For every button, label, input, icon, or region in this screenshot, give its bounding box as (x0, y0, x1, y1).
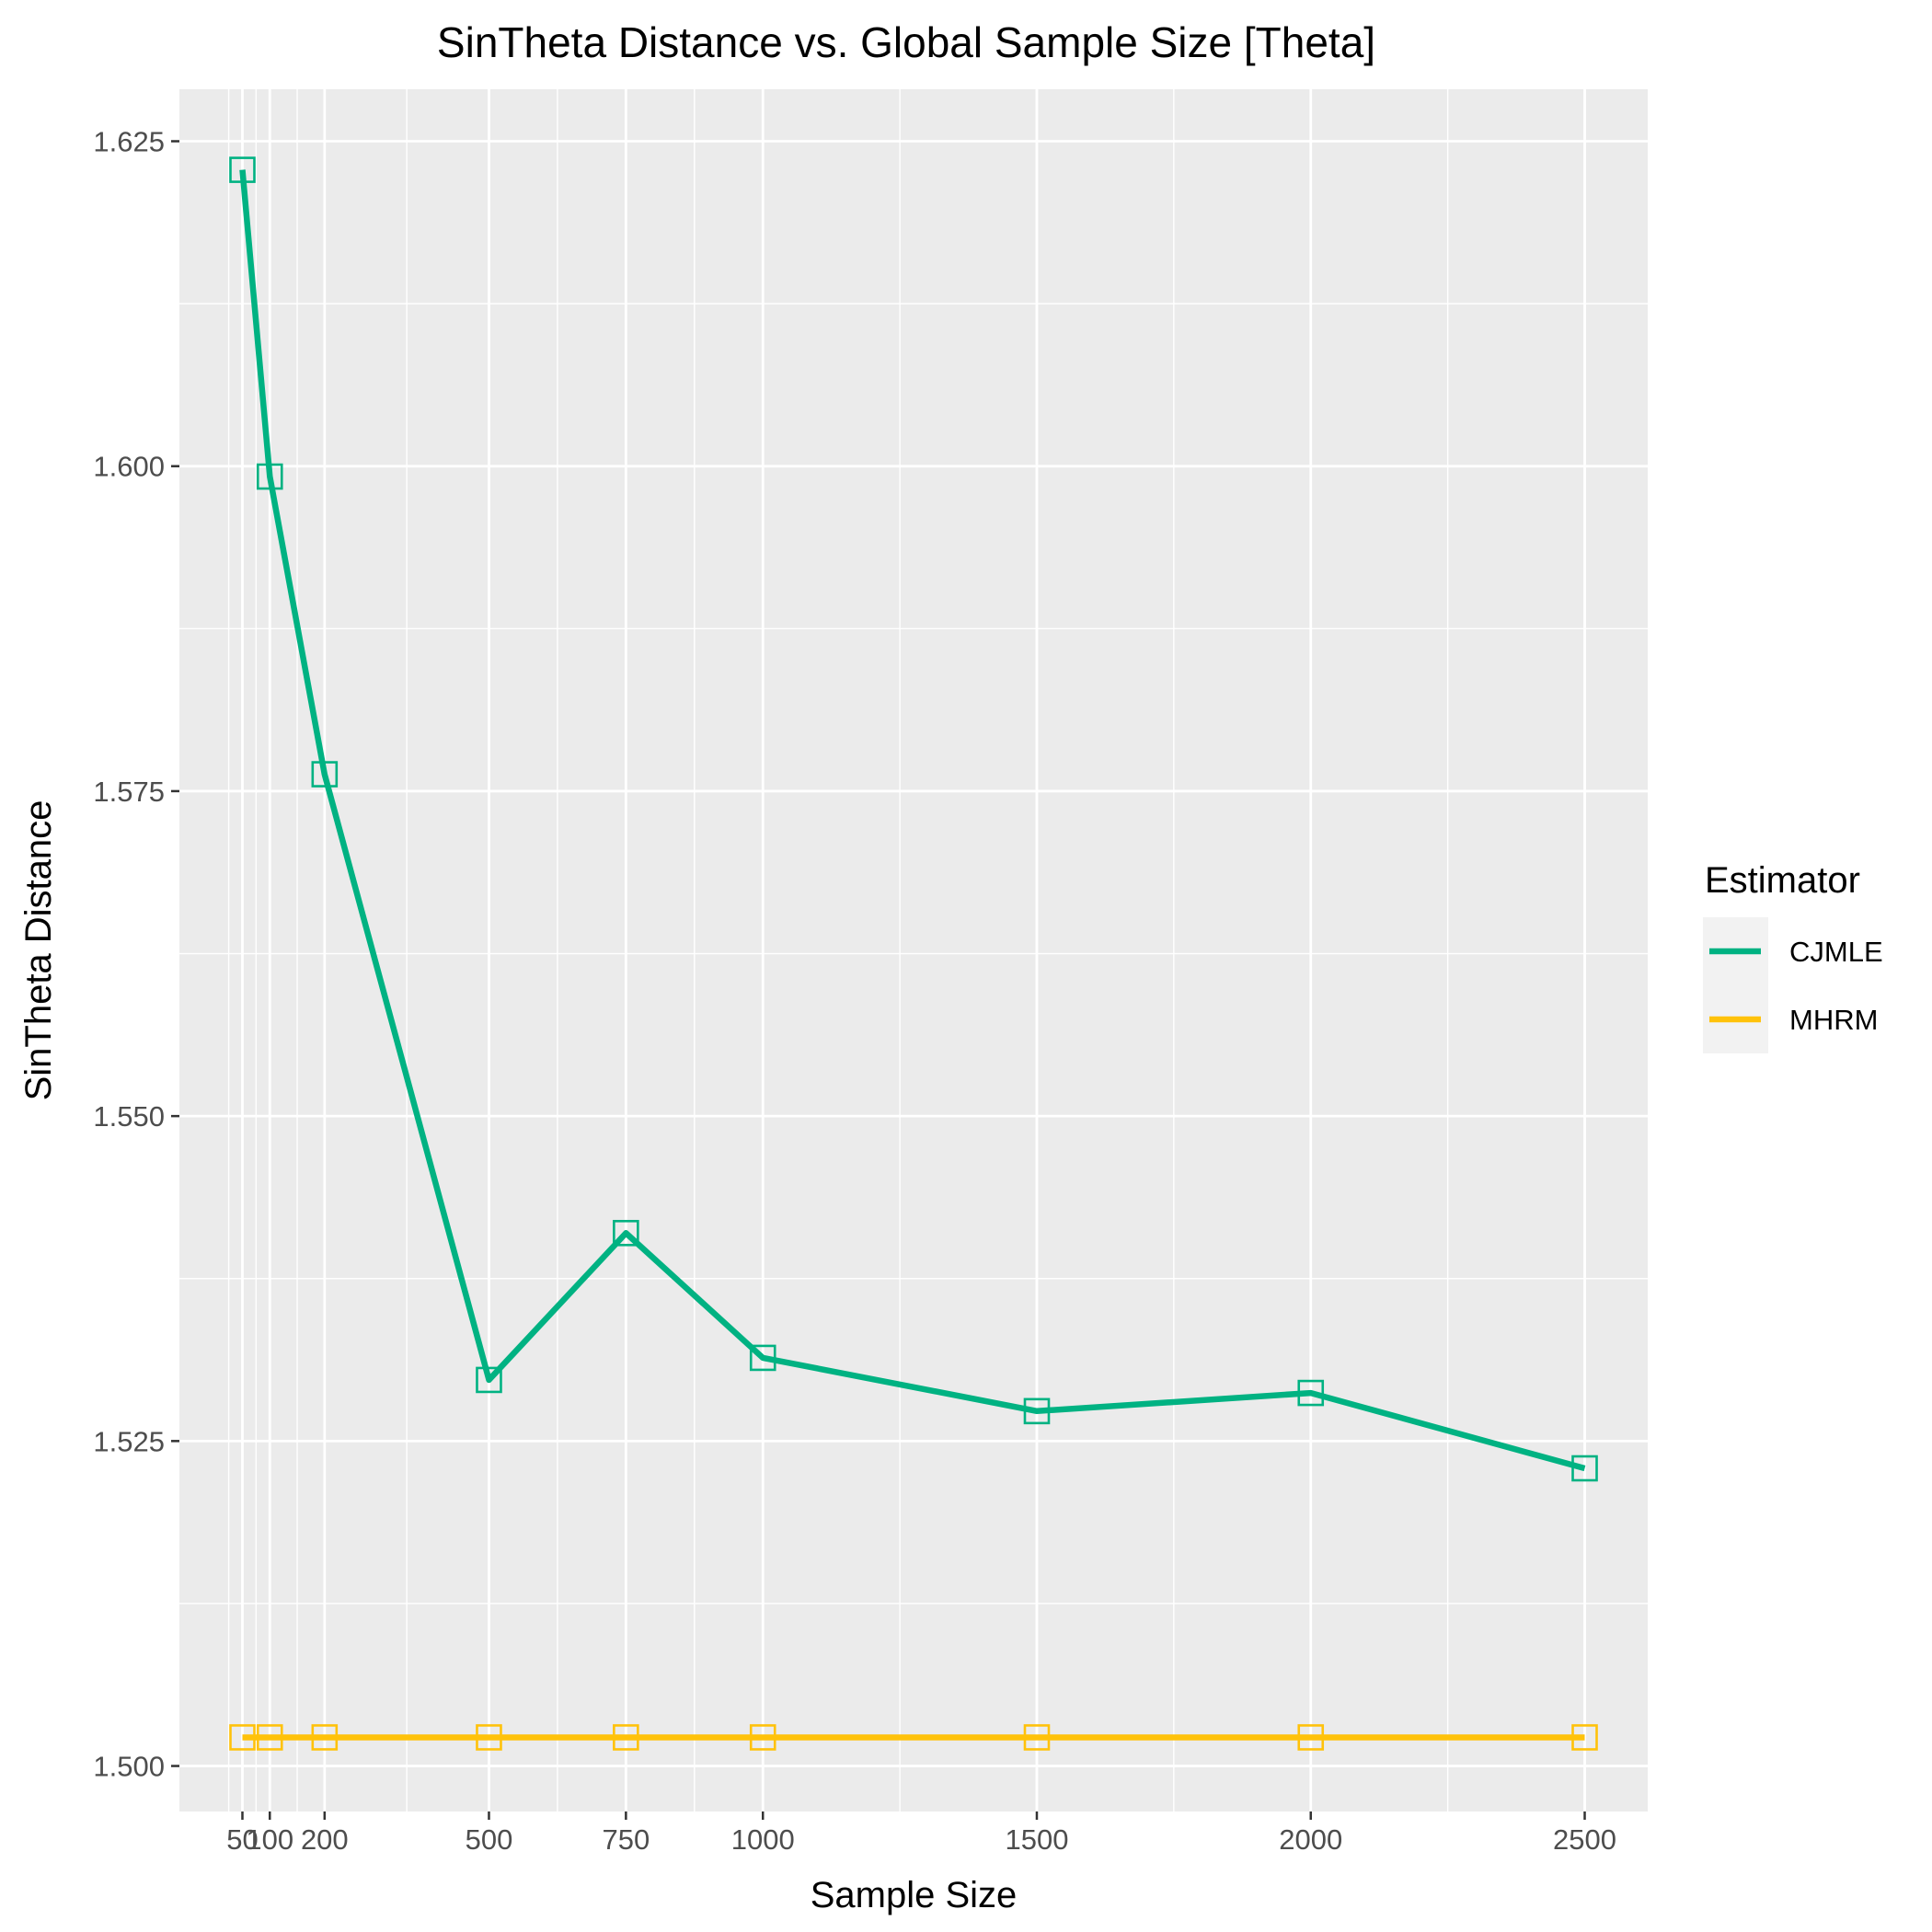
chart-title: SinTheta Distance vs. Global Sample Size… (437, 18, 1375, 66)
x-tick-label: 1500 (1006, 1823, 1069, 1856)
legend-label-cjmle: CJMLE (1789, 936, 1883, 968)
grid-major (179, 89, 1648, 1811)
data-point-cjmle (1023, 1397, 1051, 1425)
x-tick-label: 2000 (1279, 1823, 1342, 1856)
y-tick-label: 1.525 (93, 1425, 165, 1457)
data-point-mhrm (476, 1724, 502, 1751)
legend-label-mhrm: MHRM (1789, 1004, 1878, 1036)
x-tick-label: 750 (602, 1823, 650, 1856)
data-point-cjmle (1297, 1379, 1325, 1407)
x-tick-label: 1000 (731, 1823, 795, 1856)
y-axis: 1.500 1.525 1.550 1.575 1.600 1.625 (93, 126, 179, 1783)
y-tick-label: 1.500 (93, 1751, 165, 1783)
grid-minor (179, 89, 1648, 1811)
legend-title: Estimator (1705, 860, 1860, 901)
data-point-cjmle (229, 156, 256, 183)
data-point-mhrm (311, 1724, 339, 1751)
x-tick-label: 500 (466, 1823, 513, 1856)
data-point-mhrm (1297, 1724, 1325, 1751)
x-tick-label: 2500 (1553, 1823, 1616, 1856)
y-axis-title: SinTheta Distance (18, 800, 59, 1101)
legend: Estimator CJMLE MHRM (1703, 860, 1883, 1053)
legend-key-background (1703, 917, 1768, 1053)
data-point-cjmle (311, 761, 339, 788)
series-line-cjmle (239, 169, 1586, 1472)
data-point-cjmle (613, 1219, 639, 1247)
data-point-mhrm (613, 1724, 639, 1751)
data-point-mhrm (1023, 1724, 1051, 1751)
plot-panel (179, 89, 1648, 1811)
x-tick-label: 200 (301, 1823, 349, 1856)
x-tick-label: 50 (226, 1823, 258, 1856)
y-tick-label: 1.550 (93, 1100, 165, 1133)
data-point-mhrm (256, 1724, 283, 1751)
data-point-cjmle (749, 1344, 776, 1372)
x-axis-title: Sample Size (811, 1875, 1018, 1915)
y-tick-label: 1.625 (93, 126, 165, 158)
data-point-cjmle (476, 1366, 502, 1394)
data-point-mhrm (1571, 1724, 1598, 1751)
y-tick-label: 1.575 (93, 776, 165, 808)
x-tick-label: 100 (246, 1823, 293, 1856)
series-layer (229, 156, 1598, 1751)
y-tick-label: 1.600 (93, 451, 165, 483)
data-point-mhrm (749, 1724, 776, 1751)
data-point-mhrm (229, 1724, 256, 1751)
data-point-cjmle (1571, 1455, 1598, 1482)
data-point-cjmle (256, 463, 283, 490)
